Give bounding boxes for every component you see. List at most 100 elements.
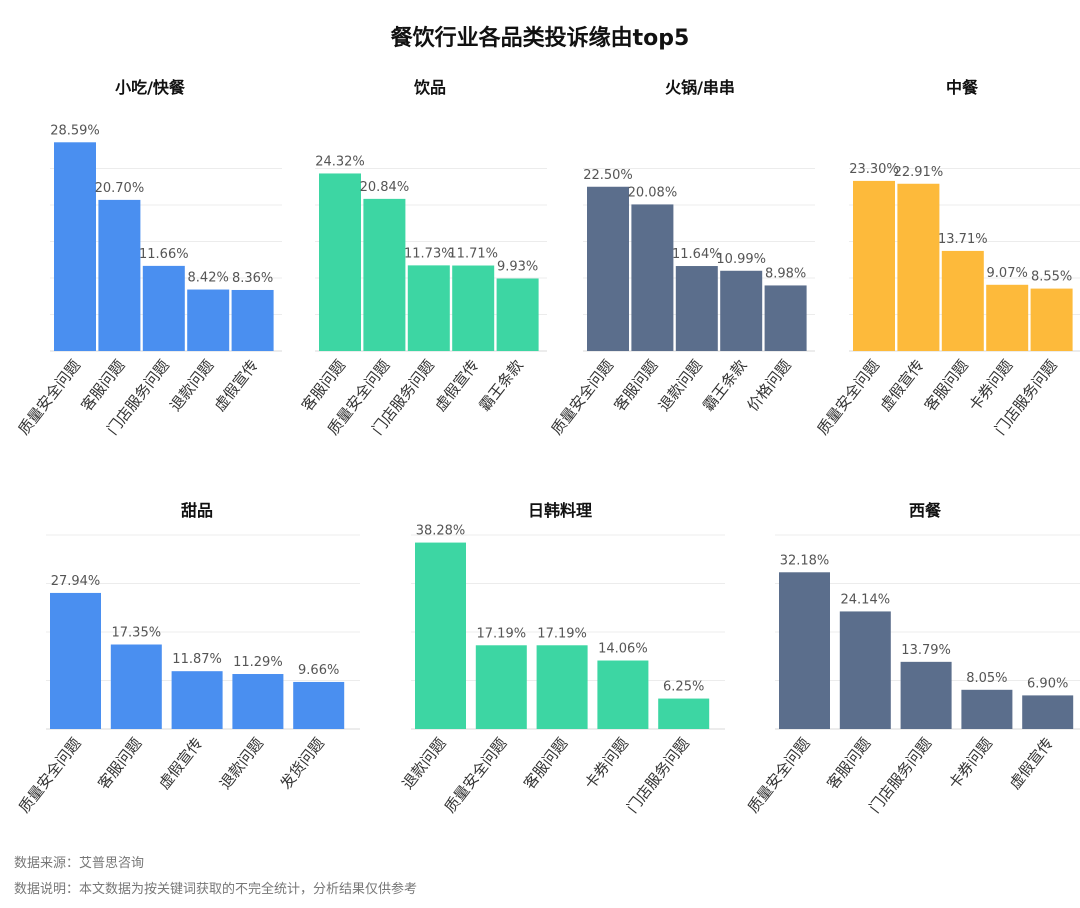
tick-label: 质量安全问题 xyxy=(548,356,618,438)
bar xyxy=(986,284,1029,351)
bar xyxy=(142,265,185,351)
bar xyxy=(407,265,450,351)
tick-label: 虚假宣传 xyxy=(431,356,482,414)
data-label: 17.19% xyxy=(537,626,587,641)
chart-panel: 西餐 32.18% 质量安全问题 24.14% 客服问题 13.79% 门店服务问题 8.05… xyxy=(744,501,1080,816)
data-label: 27.94% xyxy=(51,574,101,589)
bar xyxy=(452,265,495,351)
tick-label: 质量安全问题 xyxy=(15,356,85,438)
bar xyxy=(961,689,1013,729)
bar xyxy=(171,671,223,729)
bar xyxy=(853,180,895,351)
tick-label: 霸王条款 xyxy=(476,356,527,414)
tick-label: 退款问题 xyxy=(655,356,706,414)
data-label: 20.70% xyxy=(95,181,145,196)
tick-label: 发货问题 xyxy=(277,734,328,792)
bar xyxy=(587,186,629,351)
bar xyxy=(897,183,940,351)
bar xyxy=(50,592,101,729)
data-label: 17.19% xyxy=(477,626,527,641)
bar xyxy=(900,661,952,729)
tick-label: 客服问题 xyxy=(520,734,571,792)
bar xyxy=(363,198,406,351)
bar xyxy=(293,681,345,729)
bar xyxy=(597,660,649,729)
bar xyxy=(839,611,891,729)
tick-label: 卡券问题 xyxy=(581,734,632,792)
data-label: 8.42% xyxy=(188,271,229,286)
tick-label: 虚假宣传 xyxy=(155,734,206,792)
data-label: 22.91% xyxy=(894,165,944,180)
tick-label: 虚假宣传 xyxy=(211,356,262,414)
tick-label: 退款问题 xyxy=(399,734,450,792)
data-note: 数据说明：本文数据为按关键词获取的不完全统计，分析结果仅供参考 xyxy=(14,882,418,897)
data-label: 11.73% xyxy=(404,246,454,261)
tick-label: 门店服务问题 xyxy=(866,734,936,816)
data-label: 24.14% xyxy=(841,592,891,607)
tick-label: 客服问题 xyxy=(921,356,972,414)
bar xyxy=(764,285,807,351)
bar xyxy=(536,645,588,729)
chart-panel: 火锅/串串 22.50% 质量安全问题 20.08% 客服问题 11.64% 退款问题 10.… xyxy=(548,78,815,438)
chart-panel: 日韩料理 38.28% 退款问题 17.19% 质量安全问题 17.19% 客服问题 14.0… xyxy=(399,501,725,816)
chart-title: 小吃/快餐 xyxy=(115,78,186,97)
tick-label: 客服问题 xyxy=(610,356,661,414)
data-source: 数据来源：艾普思咨询 xyxy=(14,856,145,871)
tick-label: 质量安全问题 xyxy=(15,734,85,816)
bar xyxy=(496,278,539,351)
chart-title: 饮品 xyxy=(413,78,446,97)
bar xyxy=(675,266,718,351)
bar xyxy=(720,270,763,351)
bar xyxy=(941,250,984,351)
data-label: 8.36% xyxy=(232,271,273,286)
data-label: 14.06% xyxy=(598,642,648,657)
bar xyxy=(232,674,284,729)
data-label: 10.99% xyxy=(716,252,766,267)
data-label: 9.93% xyxy=(497,260,538,275)
data-label: 38.28% xyxy=(416,524,466,539)
data-label: 6.90% xyxy=(1027,676,1068,691)
data-label: 24.32% xyxy=(315,154,365,169)
tick-label: 客服问题 xyxy=(94,734,145,792)
data-label: 28.59% xyxy=(50,123,100,138)
bar xyxy=(1022,695,1074,729)
bar xyxy=(110,644,162,729)
tick-label: 卡券问题 xyxy=(945,734,996,792)
data-label: 32.18% xyxy=(780,553,830,568)
data-label: 22.50% xyxy=(583,168,633,183)
bar xyxy=(779,572,830,729)
bar xyxy=(187,289,230,351)
tick-label: 质量安全问题 xyxy=(441,734,511,816)
tick-label: 退款问题 xyxy=(216,734,267,792)
data-label: 8.05% xyxy=(966,671,1007,686)
data-label: 6.25% xyxy=(663,680,704,695)
page-title: 餐饮行业各品类投诉缘由top5 xyxy=(390,26,690,51)
tick-label: 门店服务问题 xyxy=(623,734,693,816)
bar xyxy=(415,542,466,729)
data-label: 13.71% xyxy=(938,232,988,247)
data-label: 17.35% xyxy=(112,626,162,641)
bar xyxy=(98,199,141,351)
tick-label: 霸王条款 xyxy=(699,356,750,414)
bar xyxy=(319,173,361,351)
chart-panel: 中餐23.30%质量安全问题22.91%虚假宣传13.71%客服问题9.07%卡… xyxy=(814,78,1080,438)
data-label: 20.84% xyxy=(360,180,410,195)
tick-label: 退款问题 xyxy=(166,356,217,414)
data-label: 11.64% xyxy=(672,247,722,262)
chart-panel: 小吃/快餐28.59%质量安全问题20.70%客服问题11.66%门店服务问题8… xyxy=(15,78,282,438)
data-label: 20.08% xyxy=(628,185,678,200)
chart-title: 西餐 xyxy=(909,501,942,520)
bar xyxy=(1030,288,1073,351)
chart-panel: 甜品 27.94% 质量安全问题 17.35% 客服问题 11.87% 虚假宣传 11.29%… xyxy=(15,501,360,816)
tick-label: 客服问题 xyxy=(823,734,874,792)
bar xyxy=(475,645,527,729)
bar xyxy=(54,142,96,351)
tick-label: 质量安全问题 xyxy=(744,734,814,816)
data-label: 8.55% xyxy=(1031,270,1072,285)
data-label: 11.71% xyxy=(448,247,498,262)
chart-title: 火锅/串串 xyxy=(665,78,735,97)
data-label: 8.98% xyxy=(765,266,806,281)
tick-label: 价格问题 xyxy=(744,356,795,414)
chart-title: 中餐 xyxy=(946,78,979,97)
tick-label: 虚假宣传 xyxy=(876,356,927,414)
